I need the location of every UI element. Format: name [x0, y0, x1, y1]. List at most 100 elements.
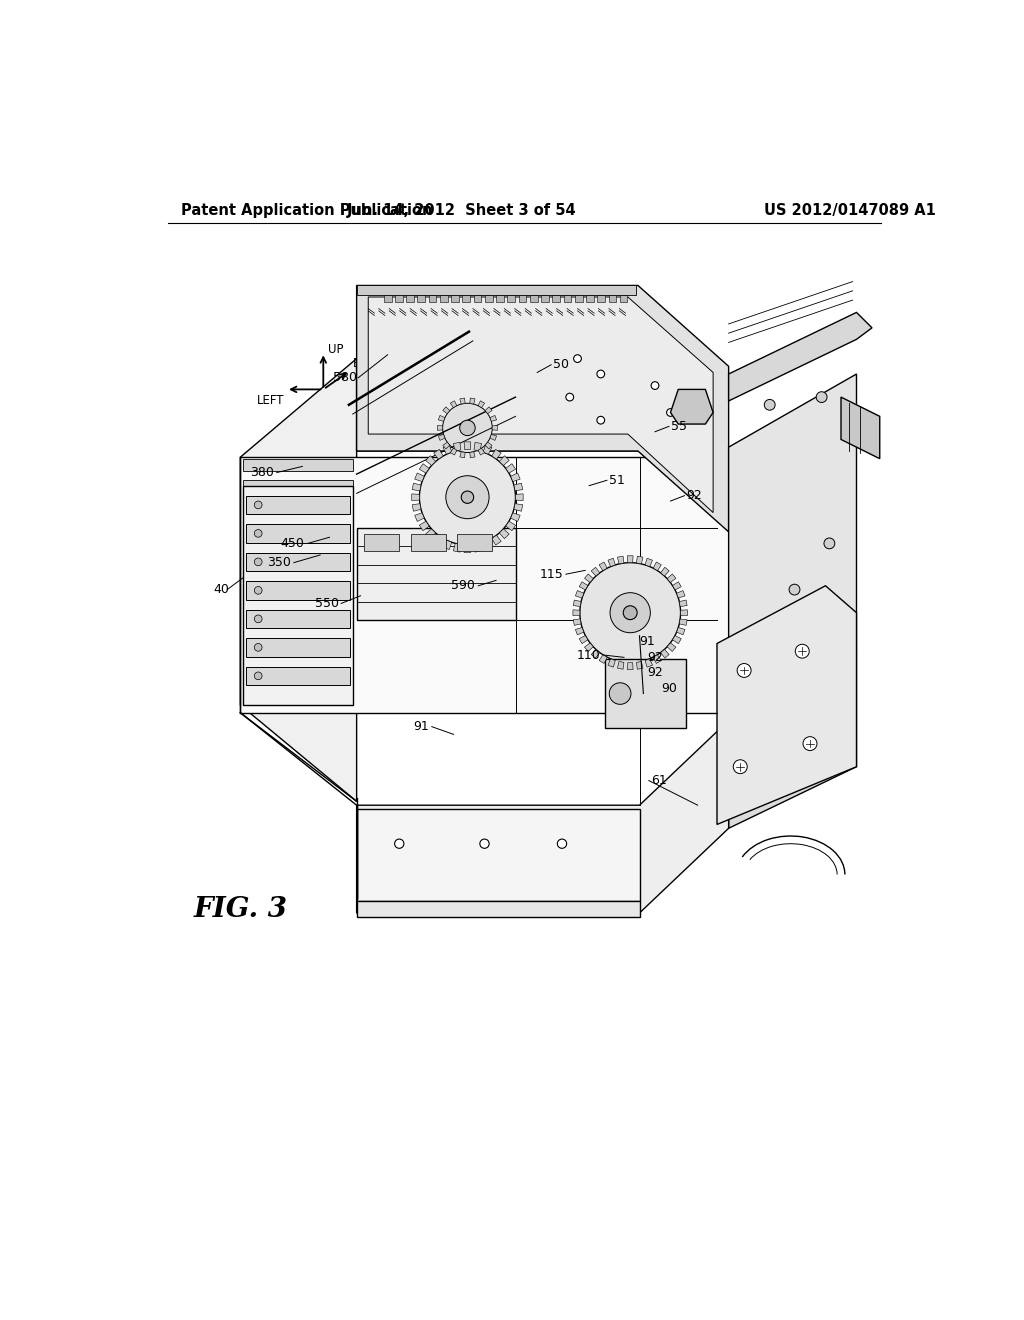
Circle shape — [461, 491, 474, 503]
Polygon shape — [474, 442, 481, 451]
Polygon shape — [384, 296, 391, 302]
Circle shape — [254, 644, 262, 651]
Circle shape — [254, 529, 262, 537]
Polygon shape — [552, 296, 560, 302]
Circle shape — [480, 840, 489, 849]
Polygon shape — [411, 535, 445, 552]
Text: BACK: BACK — [352, 356, 384, 370]
Polygon shape — [437, 425, 442, 430]
Polygon shape — [841, 397, 880, 459]
Polygon shape — [673, 635, 681, 644]
Polygon shape — [395, 296, 402, 302]
Polygon shape — [608, 558, 615, 566]
Circle shape — [790, 585, 800, 595]
Polygon shape — [729, 374, 856, 713]
Polygon shape — [243, 524, 352, 536]
Polygon shape — [671, 389, 713, 424]
Polygon shape — [485, 442, 493, 449]
Polygon shape — [677, 590, 685, 598]
Polygon shape — [478, 449, 484, 455]
Polygon shape — [608, 296, 616, 302]
Polygon shape — [653, 562, 662, 570]
Text: 90: 90 — [662, 681, 677, 694]
Circle shape — [764, 400, 775, 411]
Polygon shape — [490, 434, 497, 441]
Polygon shape — [591, 568, 600, 576]
Polygon shape — [478, 401, 484, 408]
Text: UP: UP — [328, 343, 343, 356]
Polygon shape — [604, 659, 686, 729]
Circle shape — [254, 615, 262, 623]
Polygon shape — [434, 535, 443, 545]
Polygon shape — [500, 455, 509, 466]
Polygon shape — [451, 401, 457, 408]
Polygon shape — [679, 619, 687, 626]
Polygon shape — [617, 556, 624, 564]
Polygon shape — [419, 463, 429, 473]
Polygon shape — [496, 296, 504, 302]
Polygon shape — [438, 434, 444, 441]
Polygon shape — [492, 535, 501, 545]
Polygon shape — [415, 473, 424, 482]
Circle shape — [667, 409, 675, 416]
Circle shape — [737, 664, 751, 677]
Text: 50: 50 — [553, 358, 568, 371]
Polygon shape — [442, 407, 450, 413]
Polygon shape — [681, 610, 687, 615]
Polygon shape — [356, 359, 729, 532]
Polygon shape — [458, 535, 493, 552]
Polygon shape — [463, 296, 470, 302]
Text: 40: 40 — [213, 583, 229, 597]
Polygon shape — [574, 296, 583, 302]
Polygon shape — [440, 296, 447, 302]
Polygon shape — [243, 566, 352, 578]
Text: 590: 590 — [452, 579, 475, 593]
Circle shape — [254, 672, 262, 680]
Polygon shape — [243, 486, 352, 705]
Text: 350: 350 — [267, 556, 291, 569]
Polygon shape — [599, 562, 607, 570]
Polygon shape — [518, 296, 526, 302]
Text: FIG. 3: FIG. 3 — [194, 896, 288, 923]
Polygon shape — [591, 649, 600, 659]
Polygon shape — [365, 535, 399, 552]
Polygon shape — [490, 416, 497, 421]
Polygon shape — [563, 296, 571, 302]
Polygon shape — [451, 449, 457, 455]
Polygon shape — [369, 297, 713, 512]
Circle shape — [442, 404, 493, 453]
Polygon shape — [246, 496, 350, 515]
Polygon shape — [500, 529, 509, 539]
Polygon shape — [470, 451, 475, 458]
Polygon shape — [541, 296, 549, 302]
Text: US 2012/0147089 A1: US 2012/0147089 A1 — [764, 203, 935, 218]
Polygon shape — [413, 504, 421, 511]
Text: 380: 380 — [250, 466, 273, 479]
Polygon shape — [356, 809, 640, 902]
Polygon shape — [241, 457, 729, 713]
Circle shape — [816, 392, 827, 403]
Polygon shape — [637, 661, 643, 669]
Polygon shape — [507, 296, 515, 302]
Text: 91: 91 — [640, 635, 655, 648]
Polygon shape — [575, 590, 584, 598]
Polygon shape — [474, 544, 481, 552]
Text: 92: 92 — [686, 490, 701, 502]
Polygon shape — [464, 545, 471, 553]
Circle shape — [254, 502, 262, 508]
Polygon shape — [514, 504, 522, 511]
Circle shape — [460, 420, 475, 436]
Polygon shape — [438, 416, 444, 421]
Circle shape — [803, 737, 817, 751]
Polygon shape — [597, 296, 605, 302]
Polygon shape — [660, 649, 670, 659]
Polygon shape — [460, 399, 465, 404]
Circle shape — [597, 370, 604, 378]
Polygon shape — [470, 399, 475, 404]
Polygon shape — [418, 296, 425, 302]
Polygon shape — [356, 285, 636, 296]
Polygon shape — [645, 558, 652, 566]
Polygon shape — [243, 502, 352, 515]
Polygon shape — [628, 663, 633, 669]
Circle shape — [580, 562, 681, 663]
